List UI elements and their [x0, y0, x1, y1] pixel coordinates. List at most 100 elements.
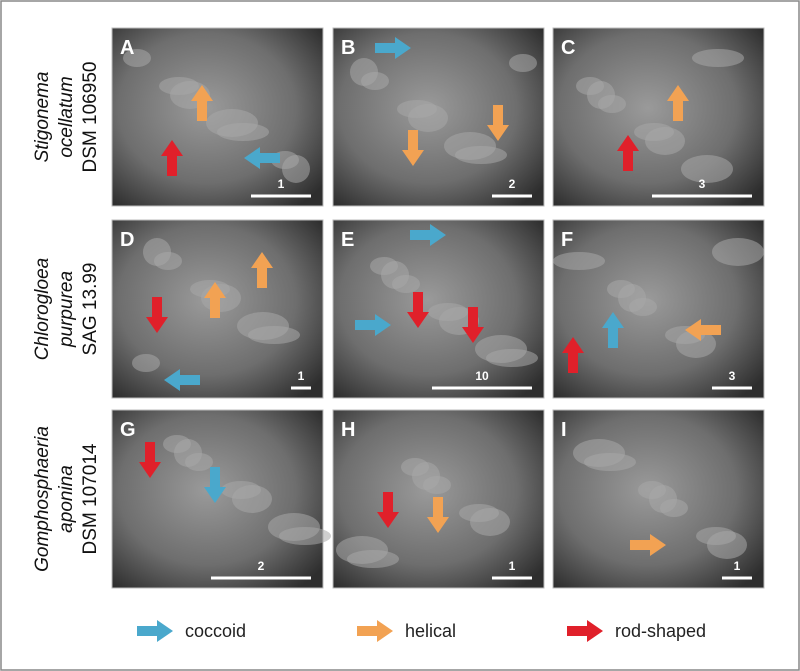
- cell-shape: [401, 458, 429, 476]
- scale-label: 3: [699, 177, 706, 191]
- arrow: [357, 620, 393, 642]
- panel-letter: A: [120, 37, 134, 59]
- arrow: [427, 497, 449, 533]
- panel-letter: I: [561, 419, 567, 441]
- legend-label: coccoid: [185, 621, 246, 641]
- strain: DSM 106950: [80, 62, 101, 173]
- scale-label: 2: [509, 177, 516, 191]
- micrograph: I1: [552, 409, 765, 589]
- cell-shape: [475, 335, 527, 363]
- panel-letter: H: [341, 419, 355, 441]
- strain: SAG 13.99: [80, 263, 101, 356]
- arrow: [410, 224, 446, 246]
- arrow: [567, 620, 603, 642]
- arrow: [251, 252, 273, 288]
- genus: Gomphosphaeria: [32, 426, 53, 572]
- micrograph: C3: [552, 27, 765, 207]
- micrograph: G2: [111, 409, 331, 589]
- arrow: [137, 620, 173, 642]
- arrow: [487, 105, 509, 141]
- scale-label: 3: [729, 369, 736, 383]
- scale-label: 1: [509, 559, 516, 573]
- row-label: Stigonema ocellatum DSM 106950: [32, 62, 101, 173]
- arrow: [407, 292, 429, 328]
- arrow: [161, 140, 183, 176]
- arrow: [139, 442, 161, 478]
- cell-shape: [268, 513, 320, 541]
- species: aponina: [56, 465, 77, 533]
- cell-shape: [712, 238, 764, 266]
- arrow: [685, 319, 721, 341]
- cell-shape: [206, 109, 258, 137]
- micrograph: E 10: [332, 219, 545, 399]
- arrow: [375, 37, 411, 59]
- cell-shape: [159, 77, 199, 95]
- species: ocellatum: [56, 76, 77, 157]
- cell-shape: [681, 155, 733, 183]
- cell-shape: [397, 100, 437, 118]
- cell-shape: [459, 504, 499, 522]
- panel-letter: G: [120, 419, 136, 441]
- arrow: [617, 135, 639, 171]
- cell-shape: [634, 123, 674, 141]
- genus: Stigonema: [32, 72, 53, 163]
- cell-shape: [143, 238, 171, 266]
- cell-shape: [509, 54, 537, 72]
- panel-letter: E: [341, 229, 354, 251]
- cell-shape: [163, 435, 191, 453]
- scale-label: 1: [734, 559, 741, 573]
- legend-label: rod-shaped: [615, 621, 706, 641]
- panel-letter: D: [120, 229, 134, 251]
- cell-shape: [428, 303, 468, 321]
- row-label: Gomphosphaeria aponina DSM 107014: [32, 426, 101, 572]
- arrow: [402, 130, 424, 166]
- arrow: [164, 369, 200, 391]
- panel-letter: C: [561, 37, 575, 59]
- cell-shape: [638, 481, 666, 499]
- panel-letter: F: [561, 229, 573, 251]
- cell-shape: [576, 77, 604, 95]
- scale-label: 1: [278, 177, 285, 191]
- cell-shape: [692, 49, 744, 67]
- micrograph: B2: [332, 27, 545, 207]
- legend-label: helical: [405, 621, 456, 641]
- micrograph: H1: [332, 409, 545, 589]
- micrograph: F3: [552, 219, 765, 399]
- arrow: [562, 337, 584, 373]
- arrow: [667, 85, 689, 121]
- arrow: [602, 312, 624, 348]
- arrow: [244, 147, 280, 169]
- arrow: [146, 297, 168, 333]
- cell-shape: [696, 527, 736, 545]
- arrow: [630, 534, 666, 556]
- cell-shape: [237, 312, 289, 340]
- cell-shape: [123, 49, 151, 67]
- cell-shape: [350, 58, 378, 86]
- micrograph: A1: [111, 27, 324, 207]
- arrow: [355, 314, 391, 336]
- scale-label: 1: [298, 369, 305, 383]
- arrow: [462, 307, 484, 343]
- cell-shape: [444, 132, 496, 160]
- cell-shape: [221, 481, 261, 499]
- cell-shape: [607, 280, 635, 298]
- row-label: Chlorogloea purpurea SAG 13.99: [32, 258, 101, 360]
- strain: DSM 107014: [80, 443, 101, 554]
- panel-letter: B: [341, 37, 355, 59]
- cell-shape: [336, 536, 388, 564]
- scale-label: 10: [475, 369, 489, 383]
- species: purpurea: [56, 271, 77, 348]
- micrograph: D1: [111, 219, 324, 399]
- arrow: [204, 282, 226, 318]
- cell-shape: [370, 257, 398, 275]
- cell-shape: [553, 252, 605, 270]
- arrow: [191, 85, 213, 121]
- arrow: [204, 467, 226, 503]
- scale-label: 2: [258, 559, 265, 573]
- cell-shape: [132, 354, 160, 372]
- cell-shape: [573, 439, 625, 467]
- genus: Chlorogloea: [32, 258, 53, 360]
- arrow: [377, 492, 399, 528]
